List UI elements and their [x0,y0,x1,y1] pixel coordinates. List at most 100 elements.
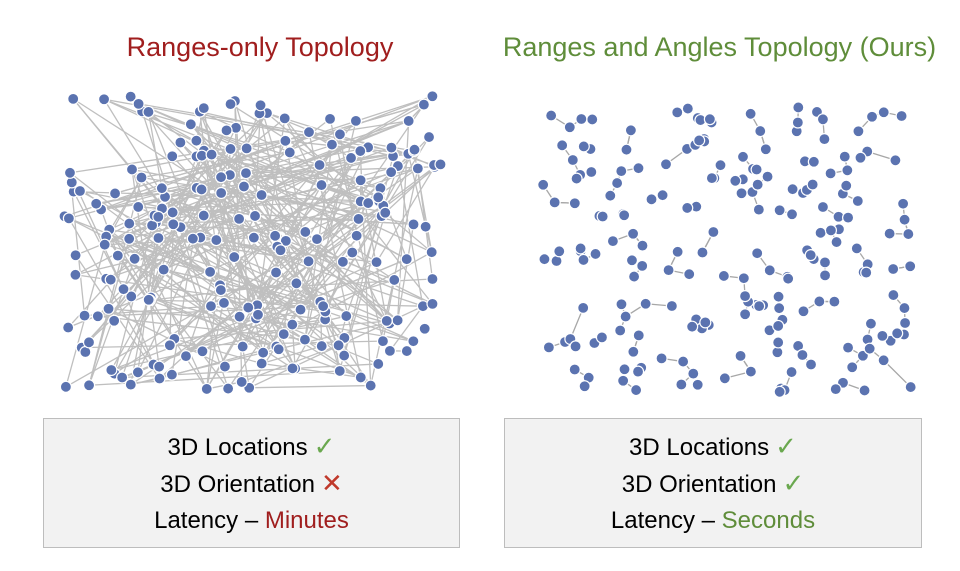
graph-edge [202,251,353,352]
graph-node [97,93,111,106]
graph-node [197,102,210,115]
graph-node [578,380,591,393]
graph-node [614,324,627,337]
graph-node [349,114,363,127]
graph-node [897,197,910,210]
graph-node [218,360,232,373]
graph-node [636,239,649,252]
graph-node [696,246,709,259]
graph-edge [249,384,371,389]
check-icon: ✓ [313,430,336,461]
graph-node [904,260,917,273]
graph-node [62,212,75,225]
graph-node [338,349,351,362]
graph-node [124,90,137,103]
graph-node [687,367,700,380]
graph-node [163,339,176,352]
graph-node [761,170,774,183]
graph-node [214,283,227,297]
graph-edge [284,140,310,262]
graph-node [222,382,235,395]
graph-edge [261,345,322,365]
graph-node [782,272,795,285]
graph-node [626,227,640,240]
graph-node [548,196,561,209]
graph-node [239,167,253,180]
graph-node [383,344,397,357]
graph-node [336,255,349,268]
graph-node [898,301,911,315]
graph-edge [147,111,163,189]
graph-edge [242,240,287,347]
graph-node [135,171,148,184]
locations-label: 3D Locations [629,433,770,461]
graph-node [408,143,421,156]
graph-node [279,134,292,147]
ranges-and-angles-status-box: 3D Locations ✓ 3D Orientation ✓ Latency – … [504,418,922,548]
graph-node [142,105,155,119]
graph-edge [203,150,408,260]
graph-node [838,150,851,163]
graph-node [744,107,757,120]
graph-node [627,345,640,358]
graph-node [302,126,316,139]
graph-edge [200,189,296,369]
graph-node [753,300,766,313]
graph-node [577,301,590,315]
graph-node [763,264,776,277]
graph-node [142,293,155,306]
graph-node [434,158,447,171]
graph-node [364,379,377,392]
graph-edge [308,166,436,262]
graph-node [604,189,617,202]
graph-node [656,189,669,202]
orientation-row: 3D Orientation ✓ [622,465,805,502]
graph-node [310,233,324,246]
graph-node [717,269,730,283]
graph-node [750,163,763,176]
graph-node [426,297,439,310]
graph-node [277,328,290,341]
graph-node [362,196,375,210]
graph-node [829,383,842,396]
graph-node [105,363,118,377]
graph-edge [359,151,372,386]
graph-node [274,244,287,257]
graph-edge [285,144,333,242]
graph-node [125,163,139,176]
graph-node [104,273,117,286]
locations-row: 3D Locations ✓ [629,428,797,465]
graph-node [883,227,896,240]
graph-node [257,346,270,359]
graph-node [850,242,863,255]
graph-node [630,383,643,397]
graph-node [196,345,209,358]
graph-node [422,130,436,144]
graph-node [269,229,282,242]
graph-edge [233,215,256,258]
graph-node [887,288,900,302]
latency-row: Latency – Seconds [611,502,815,539]
graph-node [370,256,383,269]
graph-node [102,302,115,315]
graph-node [620,143,633,156]
graph-node [797,305,810,318]
graph-edge [230,103,379,198]
graph-node [904,380,917,394]
graph-node [568,363,581,376]
graph-node [786,183,799,196]
graph-node [574,242,587,255]
graph-node [242,301,255,314]
graph-edge [319,164,381,189]
graph-node [686,320,699,333]
graph-node [153,372,166,385]
graph-node [233,212,246,225]
graph-node [247,231,260,244]
graph-node [655,352,668,365]
graph-node [895,109,908,123]
graph-node [772,336,785,349]
graph-edge [105,236,150,301]
graph-node [174,136,187,149]
graph-node [215,186,228,200]
graph-edge [65,229,110,388]
